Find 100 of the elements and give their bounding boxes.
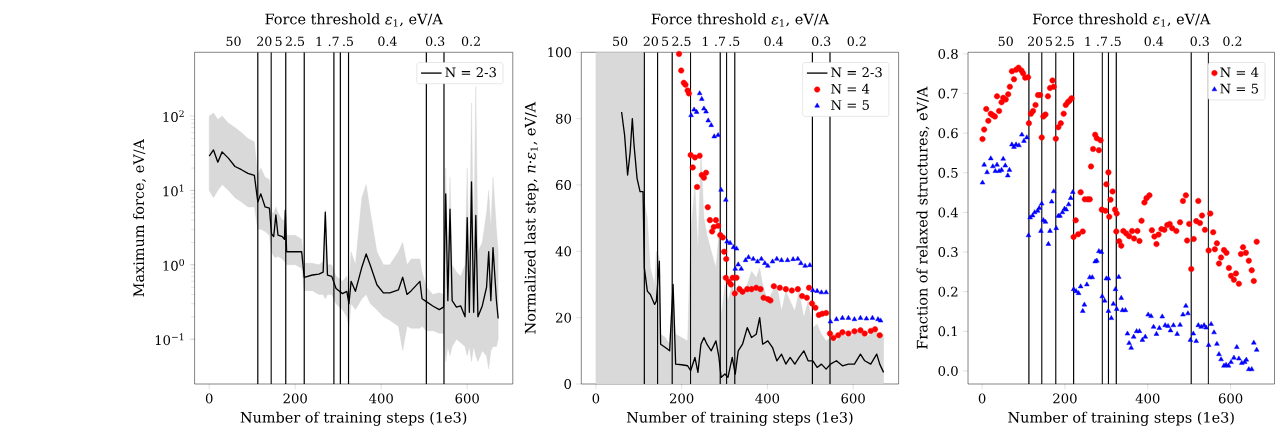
x-tick-label: 600 — [1218, 393, 1243, 404]
point — [774, 256, 780, 261]
point — [810, 287, 816, 293]
text: 20 — [643, 36, 658, 47]
x-tick-label: 200 — [669, 393, 694, 404]
text: .5 — [1110, 36, 1121, 47]
point — [765, 263, 771, 268]
text: .5 — [729, 36, 740, 47]
point — [688, 112, 694, 118]
point — [790, 256, 796, 262]
text: 1 — [316, 36, 322, 47]
text: 1 — [1085, 36, 1091, 47]
point — [869, 315, 876, 320]
y-tick-label: 0.0 — [938, 366, 958, 377]
legend-label: N = 5 — [1220, 83, 1259, 94]
x-tick-label: 600 — [455, 393, 479, 404]
x2-axis-title: Force threshold ε$_{1}$, eV/A — [265, 13, 443, 27]
point — [802, 263, 808, 268]
point — [694, 109, 700, 114]
point — [762, 260, 768, 266]
x-tick-label: 400 — [755, 393, 780, 404]
text: .5 — [343, 36, 353, 47]
legend-label: N = 2-3 — [831, 67, 882, 78]
point — [750, 256, 756, 261]
y-tick-label: 0 — [564, 379, 572, 390]
y-tick-label: 0.2 — [938, 286, 958, 297]
point — [807, 262, 813, 268]
point — [758, 256, 765, 261]
text: 5 — [275, 36, 282, 47]
y-tick-label: 10$^{−1}$ — [155, 333, 184, 346]
text: 1 — [702, 36, 708, 47]
point — [857, 315, 864, 320]
text: .7 — [328, 36, 339, 47]
text: 0.3 — [812, 36, 831, 47]
point — [723, 197, 729, 202]
point — [708, 122, 714, 128]
point — [863, 315, 870, 321]
y-tick-label: 0.7 — [938, 88, 958, 99]
point — [778, 257, 785, 263]
point — [718, 187, 724, 192]
text: 0.4 — [1144, 36, 1164, 47]
point — [745, 254, 752, 260]
point — [818, 289, 825, 295]
point — [727, 240, 733, 245]
text: 0.2 — [461, 36, 480, 47]
point — [877, 317, 884, 323]
point — [732, 266, 738, 271]
x-axis-title: Number of training steps (1e3) — [626, 411, 853, 426]
y-axis-title: Normalized last step, n·ε$_{1}$, eV/A — [524, 101, 539, 334]
y-tick-label: 0.8 — [938, 49, 958, 60]
y-axis-title: Fraction of relaxed structures, eV/A — [916, 86, 930, 350]
text: 2.5 — [1055, 36, 1074, 47]
point — [851, 316, 858, 322]
y-tick-label: 100 — [548, 47, 572, 58]
y-tick-label: 0.3 — [938, 247, 958, 258]
text: 0.2 — [1223, 36, 1242, 47]
text: 0.3 — [425, 36, 445, 47]
x2-axis-title: Force threshold ε$_{1}$, eV/A — [651, 13, 830, 27]
text: 2.5 — [672, 36, 691, 47]
point — [754, 258, 761, 264]
y-tick-label: 0.5 — [938, 167, 958, 178]
text: 2.5 — [285, 36, 305, 47]
point — [845, 315, 852, 320]
point — [703, 108, 709, 114]
y-tick-label: 40 — [555, 246, 572, 257]
text: 0.2 — [847, 36, 866, 47]
point — [798, 260, 804, 266]
text: 50 — [226, 36, 241, 47]
y-tick-label: 10$^{1}$ — [163, 184, 184, 197]
point — [715, 132, 721, 137]
legend-label: N = 4 — [831, 83, 870, 94]
point — [735, 261, 741, 267]
x-tick-label: 200 — [283, 393, 307, 404]
point — [697, 90, 703, 96]
x-tick-label: 400 — [369, 393, 393, 404]
x-tick-label: 0 — [592, 393, 600, 404]
y-tick-label: 20 — [556, 312, 572, 323]
text: 0.3 — [1190, 36, 1209, 47]
point — [699, 96, 705, 101]
text: 0.4 — [764, 36, 784, 47]
legend-label: N = 2-3 — [445, 67, 496, 78]
text: 0.4 — [378, 36, 397, 47]
x-axis-title: Number of training steps (1e3) — [1008, 411, 1234, 426]
legend-label: N = 5 — [831, 100, 869, 111]
point — [814, 288, 820, 293]
x-tick-label: 0 — [205, 393, 213, 404]
point — [738, 266, 744, 271]
point — [705, 117, 711, 123]
point — [827, 318, 834, 324]
text: 50 — [613, 36, 628, 47]
x-tick-label: 600 — [841, 393, 865, 404]
text: 20 — [257, 36, 272, 47]
y-tick-label: 10$^{0}$ — [163, 259, 184, 271]
y-tick-label: 80 — [555, 113, 572, 124]
text: .7 — [1097, 36, 1108, 47]
y-tick-label: 0.4 — [938, 207, 958, 218]
x-tick-label: 200 — [1053, 393, 1077, 404]
text: .7 — [715, 36, 726, 47]
y-tick-label: 0.6 — [938, 128, 958, 139]
text: 5 — [1046, 36, 1052, 47]
